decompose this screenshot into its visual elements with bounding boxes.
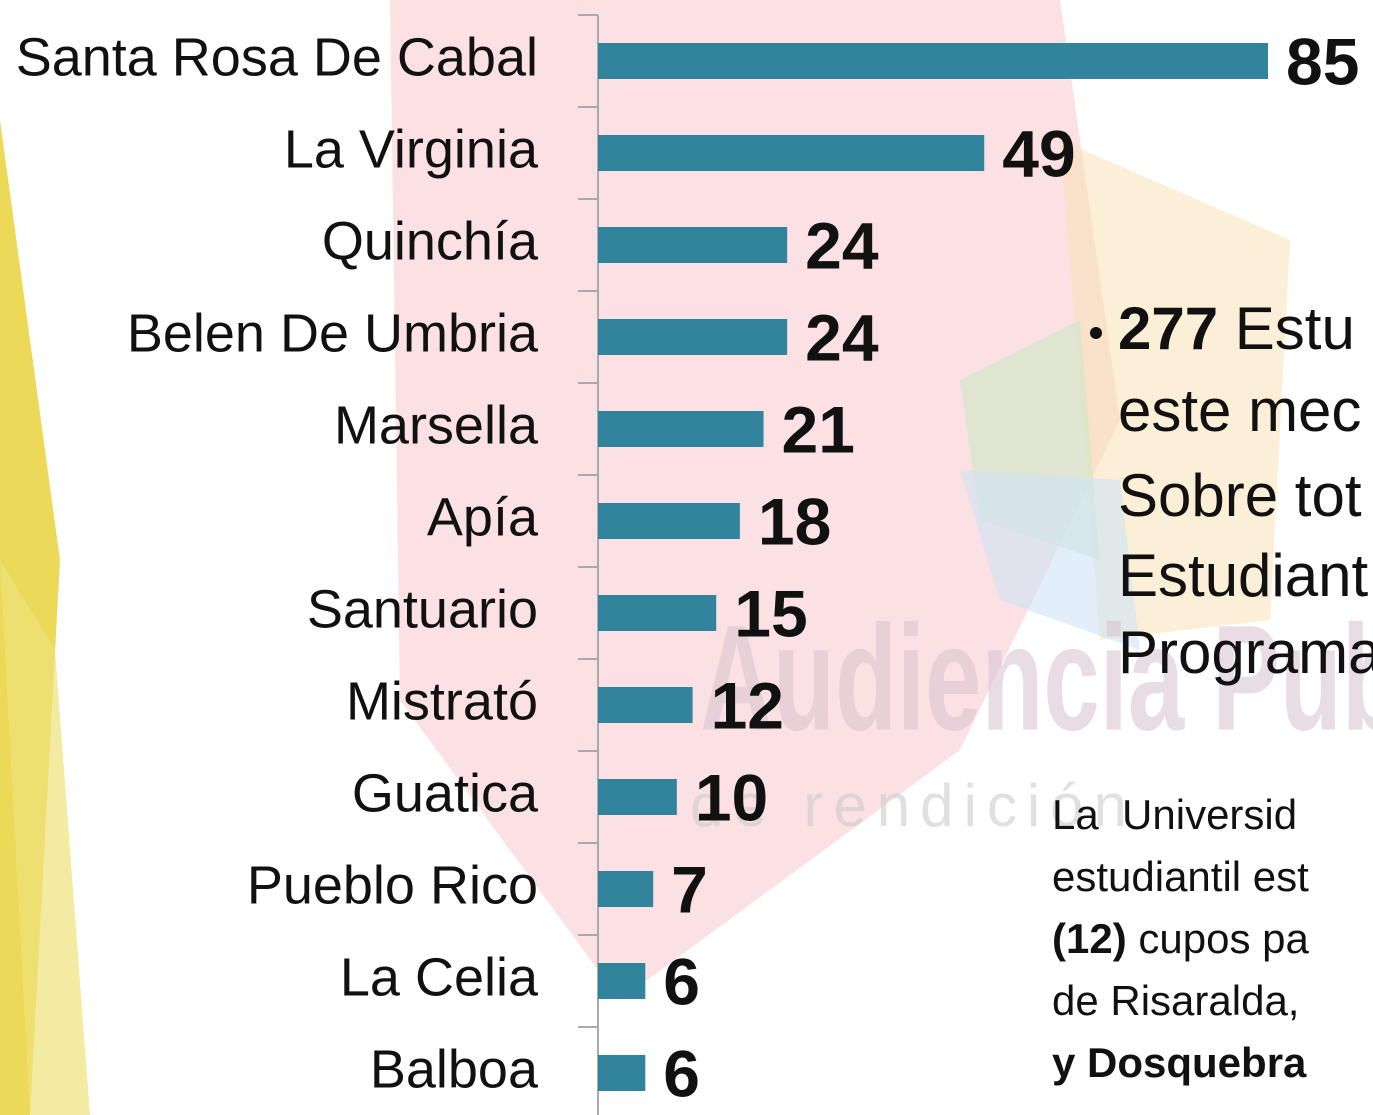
category-label: Marsella: [334, 395, 539, 455]
paragraph-line: estudiantil est: [1052, 853, 1309, 900]
category-label: Mistrató: [346, 671, 538, 731]
paragraph-segment: y Dosquebra: [1052, 1039, 1307, 1086]
side-line: Programa: [1118, 619, 1373, 686]
side-line: Estudiant: [1118, 542, 1368, 609]
watermark-title: Audiencia Publi: [700, 594, 1373, 762]
bar: [598, 43, 1268, 79]
category-label: Belen De Umbria: [127, 303, 539, 363]
yellow-shape: [0, 560, 90, 1115]
category-label: Santuario: [307, 579, 538, 639]
value-label: 24: [805, 300, 879, 374]
bar: [598, 1055, 646, 1091]
bar: [598, 319, 788, 355]
value-label: 6: [663, 944, 700, 1018]
bullet: [1090, 327, 1102, 339]
paragraph-segment: La Universid: [1052, 791, 1297, 838]
category-label: Santa Rosa De Cabal: [16, 27, 538, 87]
side-number: 277: [1118, 295, 1218, 362]
bar: [598, 595, 717, 631]
watermark-shape: [960, 470, 1140, 650]
paragraph-line: (12) cupos pa: [1052, 915, 1309, 962]
category-label: Apía: [427, 487, 539, 547]
bar: [598, 411, 764, 447]
value-label: 21: [782, 392, 855, 466]
background: [0, 0, 1290, 1115]
bar: [598, 687, 693, 723]
side-line: 277 Estu: [1118, 295, 1355, 362]
side-line: este mec: [1118, 377, 1361, 444]
side-line: Sobre tot: [1118, 462, 1362, 529]
paragraph-segment: cupos pa: [1127, 915, 1310, 962]
category-label: La Celia: [340, 947, 539, 1007]
value-label: 24: [805, 208, 879, 282]
category-label: Quinchía: [322, 211, 539, 271]
value-label: 18: [758, 484, 831, 558]
bar: [598, 503, 740, 539]
paragraph-line: de Risaralda,: [1052, 977, 1299, 1024]
side-text: 277 Estu: [1090, 295, 1355, 362]
bar: [598, 871, 654, 907]
value-label: 49: [1002, 116, 1075, 190]
value-label: 85: [1286, 24, 1359, 98]
value-label: 10: [695, 760, 768, 834]
bar: [598, 963, 646, 999]
paragraph-segment: estudiantil est: [1052, 853, 1309, 900]
value-label: 12: [711, 668, 784, 742]
bar: [598, 135, 985, 171]
value-label: 7: [671, 852, 708, 926]
category-label: La Virginia: [284, 119, 539, 179]
value-label: 6: [663, 1036, 700, 1110]
paragraph-line: y Dosquebra: [1052, 1039, 1307, 1086]
category-label: Guatica: [352, 763, 539, 823]
paragraph-segment: (12): [1052, 915, 1127, 962]
value-label: 15: [734, 576, 807, 650]
bar: [598, 227, 788, 263]
paragraph-line: La Universid: [1052, 791, 1297, 838]
category-label: Pueblo Rico: [247, 855, 538, 915]
watermark-subtitle: de rendición: [690, 772, 1137, 839]
side-line: Estu: [1218, 295, 1355, 362]
bar: [598, 779, 677, 815]
paragraph-segment: de Risaralda,: [1052, 977, 1299, 1024]
watermark-shape: [390, 0, 1120, 1000]
category-label: Balboa: [370, 1039, 539, 1099]
